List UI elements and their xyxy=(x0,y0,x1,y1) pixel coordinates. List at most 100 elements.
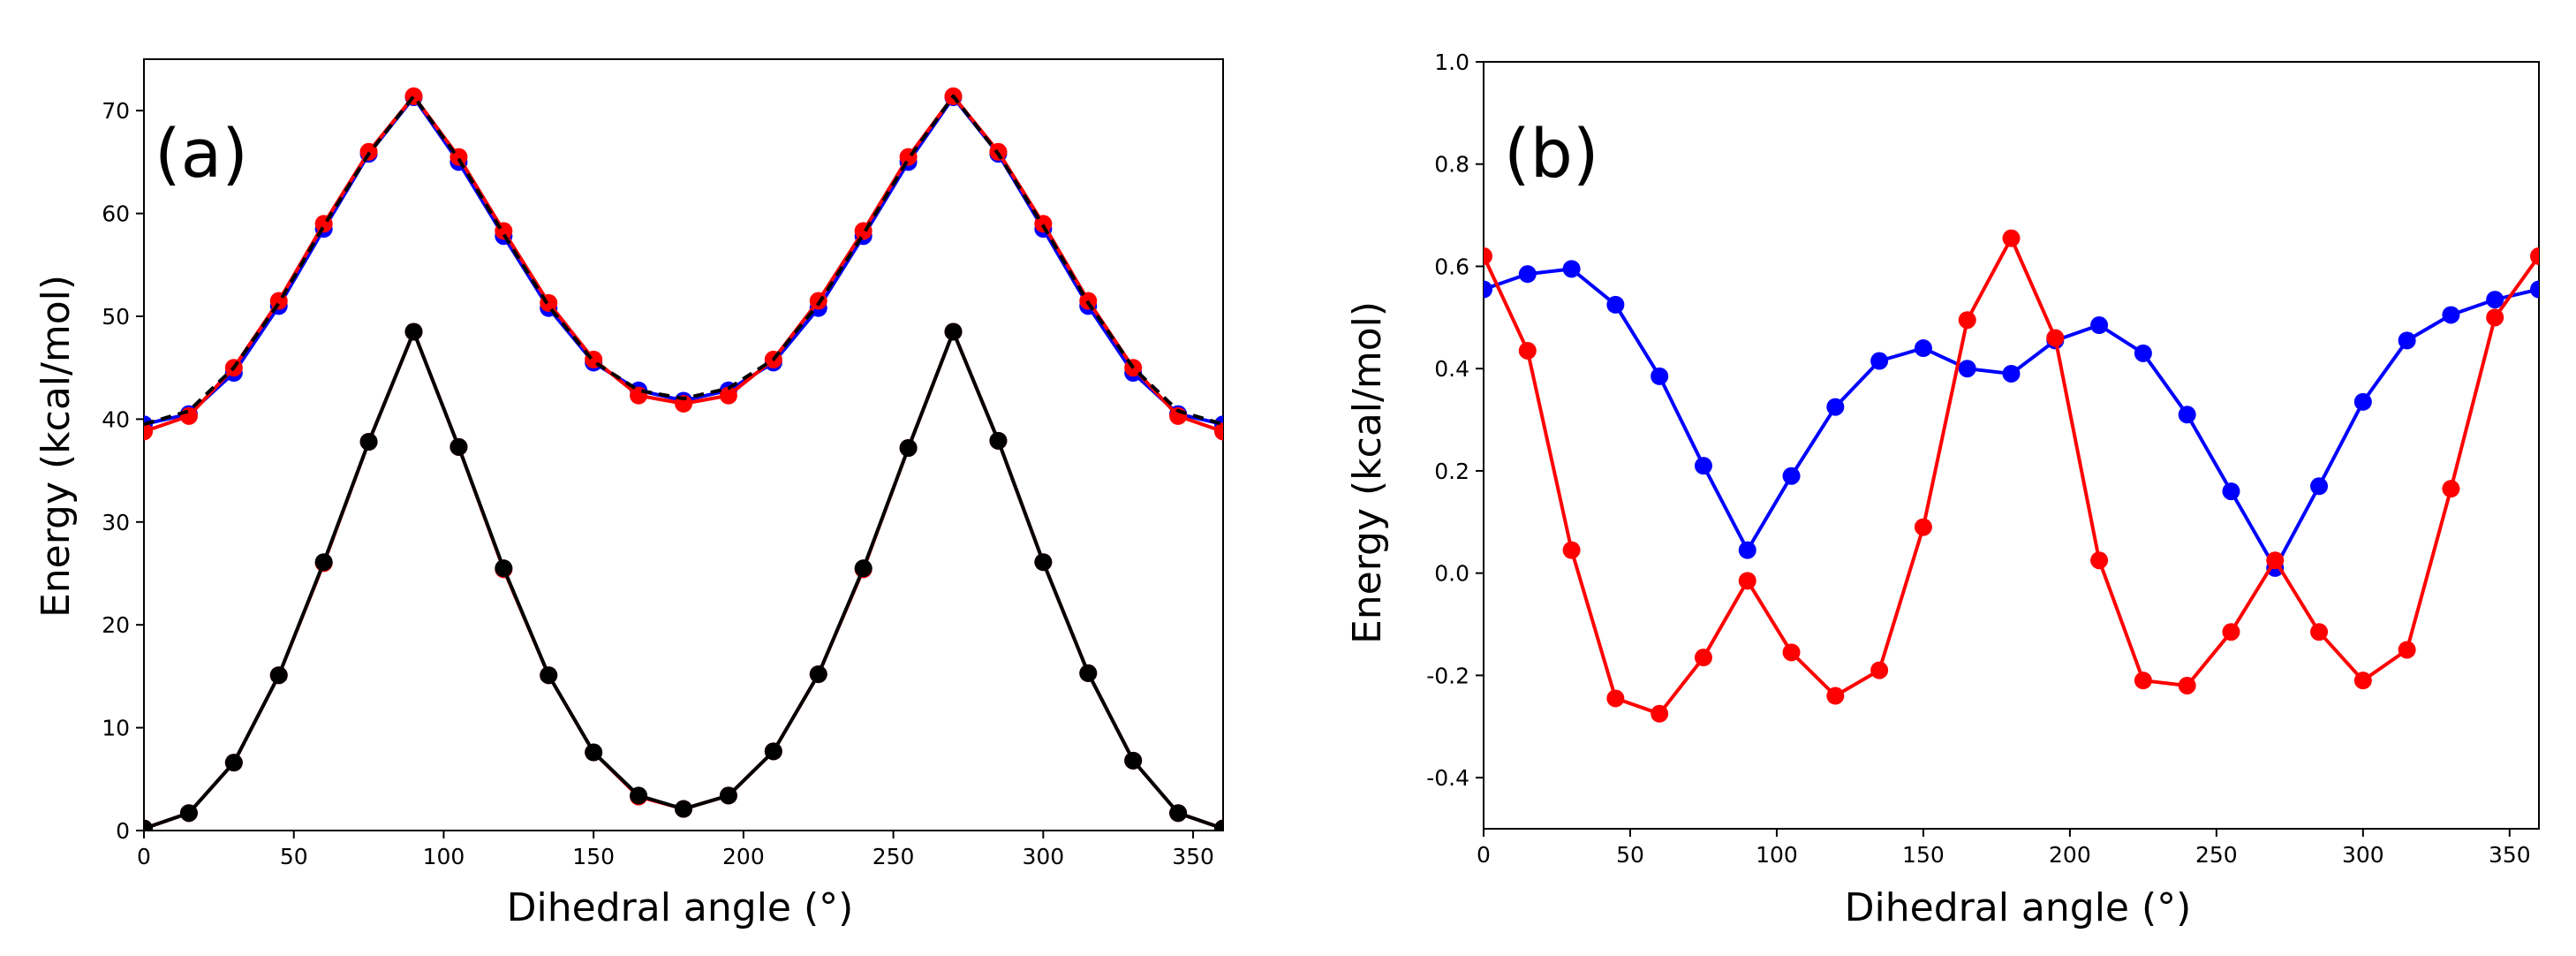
series-a-upper-black-dashed xyxy=(144,94,1223,427)
point-b-red-4 xyxy=(1651,704,1669,723)
y-tick-label-b-6: 0.8 xyxy=(1434,152,1469,178)
y-tick-label-a-3: 30 xyxy=(102,510,130,535)
point-a-upper-red-24 xyxy=(1214,422,1223,441)
x-tick-label-a-7: 350 xyxy=(1172,844,1214,869)
point-a-upper-red-13 xyxy=(719,386,737,405)
series-line-a-upper-black-dashed xyxy=(144,94,1223,427)
point-b-red-14 xyxy=(2090,551,2109,570)
point-a-lower-black-23 xyxy=(1169,804,1188,823)
series-line-a-upper-blue xyxy=(144,95,1223,427)
x-tick-label-a-2: 100 xyxy=(423,844,465,869)
y-tick-label-b-3: 0.2 xyxy=(1434,459,1469,484)
point-a-lower-black-14 xyxy=(764,742,782,761)
point-b-blue-19 xyxy=(2310,477,2329,496)
series-line-b-blue xyxy=(1484,267,2539,570)
point-b-blue-6 xyxy=(1738,541,1756,559)
x-tick-label-a-6: 300 xyxy=(1022,844,1064,869)
x-tick-label-b-2: 100 xyxy=(1756,842,1798,868)
series-a-upper-blue xyxy=(144,88,1223,434)
y-tick-label-b-7: 1.0 xyxy=(1434,49,1469,75)
plot-area-a xyxy=(144,87,1223,831)
point-b-blue-16 xyxy=(2178,406,2196,424)
point-b-blue-4 xyxy=(1651,367,1669,385)
point-a-upper-red-20 xyxy=(1034,215,1053,233)
panel-a-chart: (a) Dihedral angle (°) Energy (kcal/mol)… xyxy=(34,58,1224,930)
point-b-red-2 xyxy=(1562,541,1581,559)
panel-b-chart: (b) Dihedral angle (°) Energy (kcal/mol)… xyxy=(1345,49,2540,930)
point-a-lower-black-12 xyxy=(675,800,692,818)
series-a-upper-red xyxy=(144,87,1223,441)
x-axis-title-a: Dihedral angle (°) xyxy=(507,885,854,930)
plot-frame-b xyxy=(1483,61,2540,830)
point-a-lower-black-0 xyxy=(144,819,153,831)
point-b-blue-0 xyxy=(1484,280,1492,299)
y-tick-label-a-4: 40 xyxy=(102,406,130,432)
point-b-red-23 xyxy=(2486,308,2504,327)
x-tick-label-a-4: 200 xyxy=(722,844,765,869)
point-b-blue-3 xyxy=(1606,295,1625,314)
point-b-red-1 xyxy=(1518,341,1537,360)
point-a-upper-red-11 xyxy=(630,386,648,405)
point-a-lower-black-16 xyxy=(854,559,873,578)
point-b-blue-2 xyxy=(1562,260,1581,278)
point-a-lower-black-4 xyxy=(314,553,333,572)
point-b-red-24 xyxy=(2530,247,2539,265)
point-a-lower-black-13 xyxy=(719,786,737,805)
plot-area-b xyxy=(1484,229,2539,723)
point-a-lower-black-18 xyxy=(944,322,963,341)
point-a-lower-black-20 xyxy=(1034,553,1053,572)
y-tick-label-a-1: 10 xyxy=(102,716,130,741)
point-b-red-8 xyxy=(1826,687,1845,705)
x-tick-label-b-7: 350 xyxy=(2489,842,2531,868)
point-b-red-19 xyxy=(2310,623,2329,641)
y-tick-label-b-0: -0.4 xyxy=(1426,765,1469,791)
x-tick-label-a-5: 250 xyxy=(873,844,915,869)
point-b-blue-10 xyxy=(1914,339,1932,358)
point-b-blue-11 xyxy=(1958,360,1976,378)
point-b-blue-8 xyxy=(1826,398,1845,416)
point-b-red-5 xyxy=(1694,649,1712,667)
point-b-red-18 xyxy=(2266,551,2285,570)
point-b-red-20 xyxy=(2353,671,2372,690)
y-tick-label-a-7: 70 xyxy=(102,98,130,124)
x-tick-label-a-3: 150 xyxy=(572,844,615,869)
x-tick-label-b-1: 50 xyxy=(1616,842,1644,868)
point-b-red-15 xyxy=(2134,671,2152,690)
point-b-red-0 xyxy=(1484,247,1492,265)
point-a-lower-black-15 xyxy=(809,665,827,684)
point-a-lower-black-10 xyxy=(585,743,603,762)
point-b-red-6 xyxy=(1738,572,1756,590)
y-tick-label-a-5: 50 xyxy=(102,304,130,330)
x-tick-label-b-0: 0 xyxy=(1477,842,1491,868)
series-b-blue xyxy=(1484,260,2539,577)
panel-label-a: (a) xyxy=(155,114,248,193)
point-b-blue-21 xyxy=(2398,331,2416,350)
point-a-lower-black-17 xyxy=(899,438,918,457)
point-b-blue-22 xyxy=(2442,306,2460,324)
x-tick-label-a-1: 50 xyxy=(280,844,308,869)
y-tick-label-a-0: 0 xyxy=(116,818,130,844)
series-a-lower-black xyxy=(144,322,1223,831)
x-tick-label-b-4: 200 xyxy=(2049,842,2091,868)
point-b-red-16 xyxy=(2178,676,2196,694)
point-b-blue-12 xyxy=(2002,364,2021,383)
y-tick-label-a-6: 60 xyxy=(102,201,130,227)
point-b-blue-17 xyxy=(2222,482,2240,501)
point-a-lower-black-1 xyxy=(179,804,198,823)
point-a-lower-black-22 xyxy=(1124,751,1143,770)
y-axis-title-a: Energy (kcal/mol) xyxy=(34,275,79,618)
point-a-upper-red-0 xyxy=(144,422,153,441)
point-a-lower-black-24 xyxy=(1214,819,1223,831)
point-b-red-9 xyxy=(1870,661,1889,679)
point-b-blue-23 xyxy=(2486,291,2504,309)
point-b-blue-5 xyxy=(1694,457,1712,475)
x-axis-title-b: Dihedral angle (°) xyxy=(1845,885,2192,930)
x-tick-label-b-3: 150 xyxy=(1902,842,1945,868)
series-line-a-upper-red xyxy=(144,94,1223,434)
point-b-blue-9 xyxy=(1870,352,1889,370)
point-b-blue-24 xyxy=(2530,280,2539,299)
point-a-upper-red-1 xyxy=(179,406,198,425)
point-b-blue-15 xyxy=(2134,344,2152,362)
point-b-blue-14 xyxy=(2090,316,2109,335)
